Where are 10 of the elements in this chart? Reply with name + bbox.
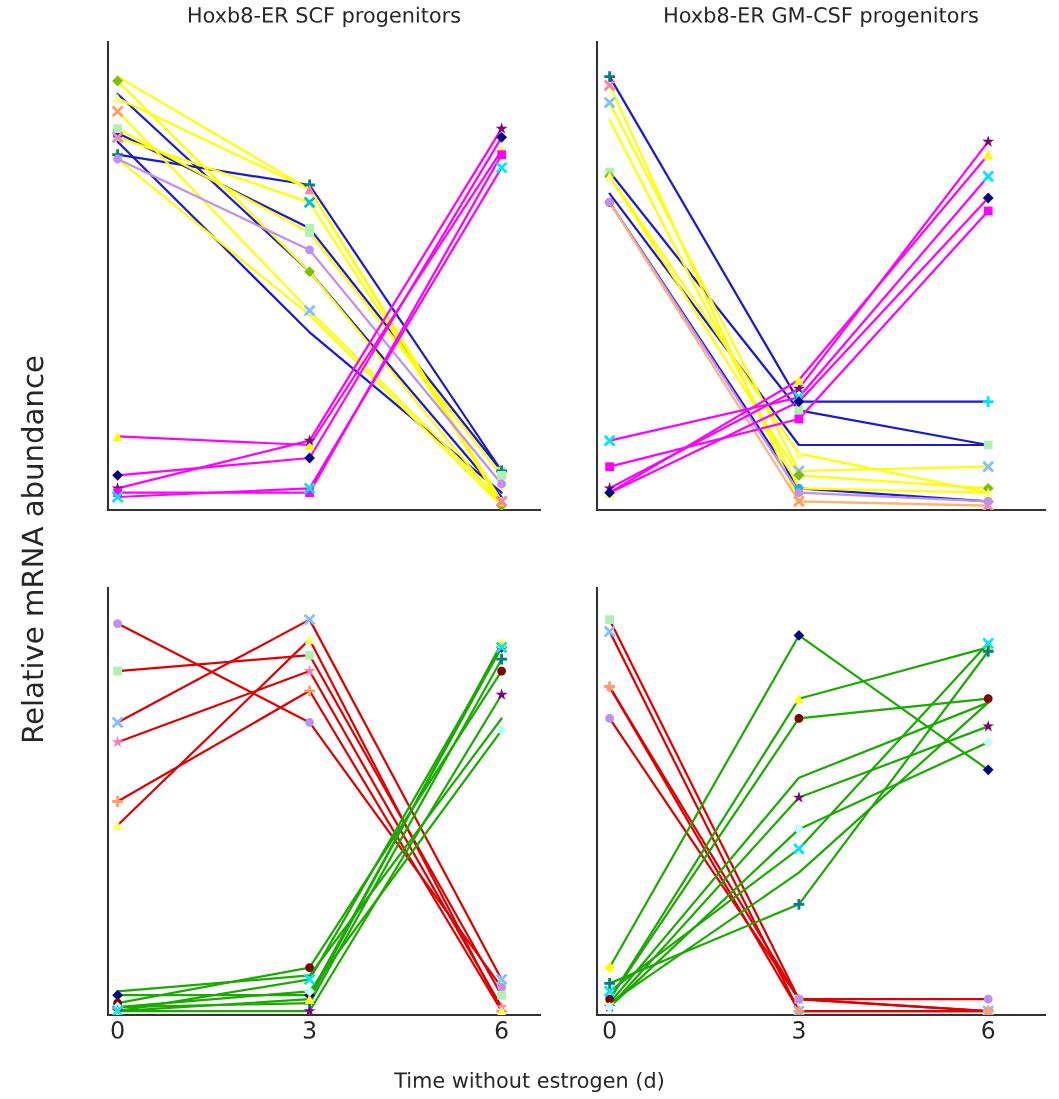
- x-tick-label: 0: [111, 1020, 124, 1039]
- chart-title: Hoxb8-ER GM-CSF progenitors: [665, 6, 978, 27]
- x-tick-label: 3: [793, 1020, 805, 1039]
- chart-title: Hoxb8-ER SCF progenitors: [188, 6, 461, 27]
- x-tick-label: 6: [495, 1020, 508, 1039]
- x-tick-label: 6: [982, 1020, 995, 1039]
- x-axis-title: Time without estrogen (d): [394, 1071, 663, 1093]
- y-axis-title: Relative mRNA abundance: [20, 356, 44, 742]
- x-tick-label: 0: [603, 1020, 616, 1039]
- x-tick-label: 3: [303, 1020, 316, 1039]
